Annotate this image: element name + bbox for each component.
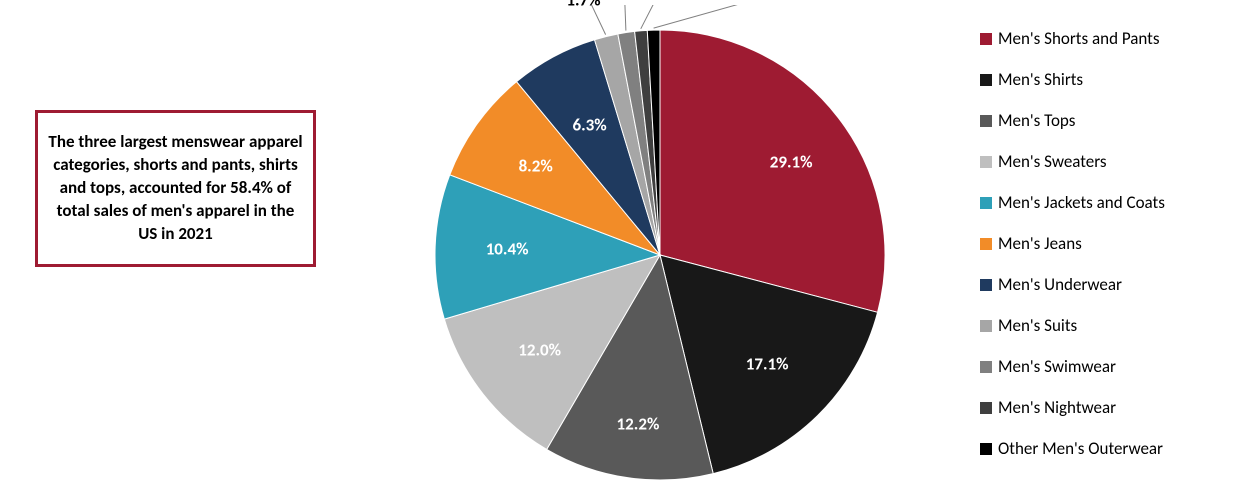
legend: Men's Shorts and Pants Men's Shirts Men's …	[980, 28, 1165, 479]
slice-label: 0.9%	[851, 0, 885, 3]
legend-item: Men's Tops	[980, 110, 1165, 131]
callout-text: The three largest menswear apparel categ…	[48, 131, 302, 244]
slice-label: 1.7%	[566, 0, 600, 11]
legend-swatch	[980, 443, 992, 455]
legend-item: Men's Swimwear	[980, 356, 1165, 377]
slice-label: 17.1%	[746, 354, 789, 375]
legend-item: Men's Shorts and Pants	[980, 28, 1165, 49]
legend-swatch	[980, 361, 992, 373]
legend-swatch	[980, 33, 992, 45]
legend-label: Men's Shorts and Pants	[998, 28, 1160, 49]
legend-swatch	[980, 115, 992, 127]
legend-label: Other Men's Outerwear	[998, 438, 1163, 459]
legend-swatch	[980, 74, 992, 86]
slice-label: 12.0%	[518, 339, 561, 360]
legend-label: Men's Tops	[998, 110, 1075, 131]
legend-item: Men's Underwear	[980, 274, 1165, 295]
legend-label: Men's Underwear	[998, 274, 1122, 295]
legend-item: Men's Jeans	[980, 233, 1165, 254]
slice-label: 12.2%	[617, 414, 660, 435]
leader-line	[654, 5, 782, 28]
legend-label: Men's Sweaters	[998, 151, 1107, 172]
legend-item: Other Men's Outerwear	[980, 438, 1165, 459]
slice-label: 29.1%	[770, 151, 813, 172]
slice-label: 6.3%	[572, 115, 606, 136]
slice-label: 10.4%	[486, 239, 529, 260]
pie-chart: 29.1%17.1%12.2%12.0%10.4%8.2%6.3%1.7%1.2…	[410, 5, 910, 495]
legend-item: Men's Shirts	[980, 69, 1165, 90]
legend-swatch	[980, 279, 992, 291]
legend-swatch	[980, 156, 992, 168]
legend-item: Men's Nightwear	[980, 397, 1165, 418]
callout-box: The three largest menswear apparel categ…	[35, 110, 316, 267]
leader-line	[641, 5, 662, 29]
slice-label: 1.2%	[609, 0, 643, 1]
legend-label: Men's Shirts	[998, 69, 1083, 90]
legend-item: Men's Suits	[980, 315, 1165, 336]
legend-item: Men's Sweaters	[980, 151, 1165, 172]
slice-label: 8.2%	[519, 155, 553, 176]
legend-label: Men's Jackets and Coats	[998, 192, 1165, 213]
legend-label: Men's Jeans	[998, 233, 1082, 254]
legend-item: Men's Jackets and Coats	[980, 192, 1165, 213]
leader-line	[624, 5, 626, 31]
legend-label: Men's Swimwear	[998, 356, 1116, 377]
legend-swatch	[980, 197, 992, 209]
legend-label: Men's Nightwear	[998, 397, 1116, 418]
legend-swatch	[980, 238, 992, 250]
legend-label: Men's Suits	[998, 315, 1077, 336]
legend-swatch	[980, 402, 992, 414]
legend-swatch	[980, 320, 992, 332]
